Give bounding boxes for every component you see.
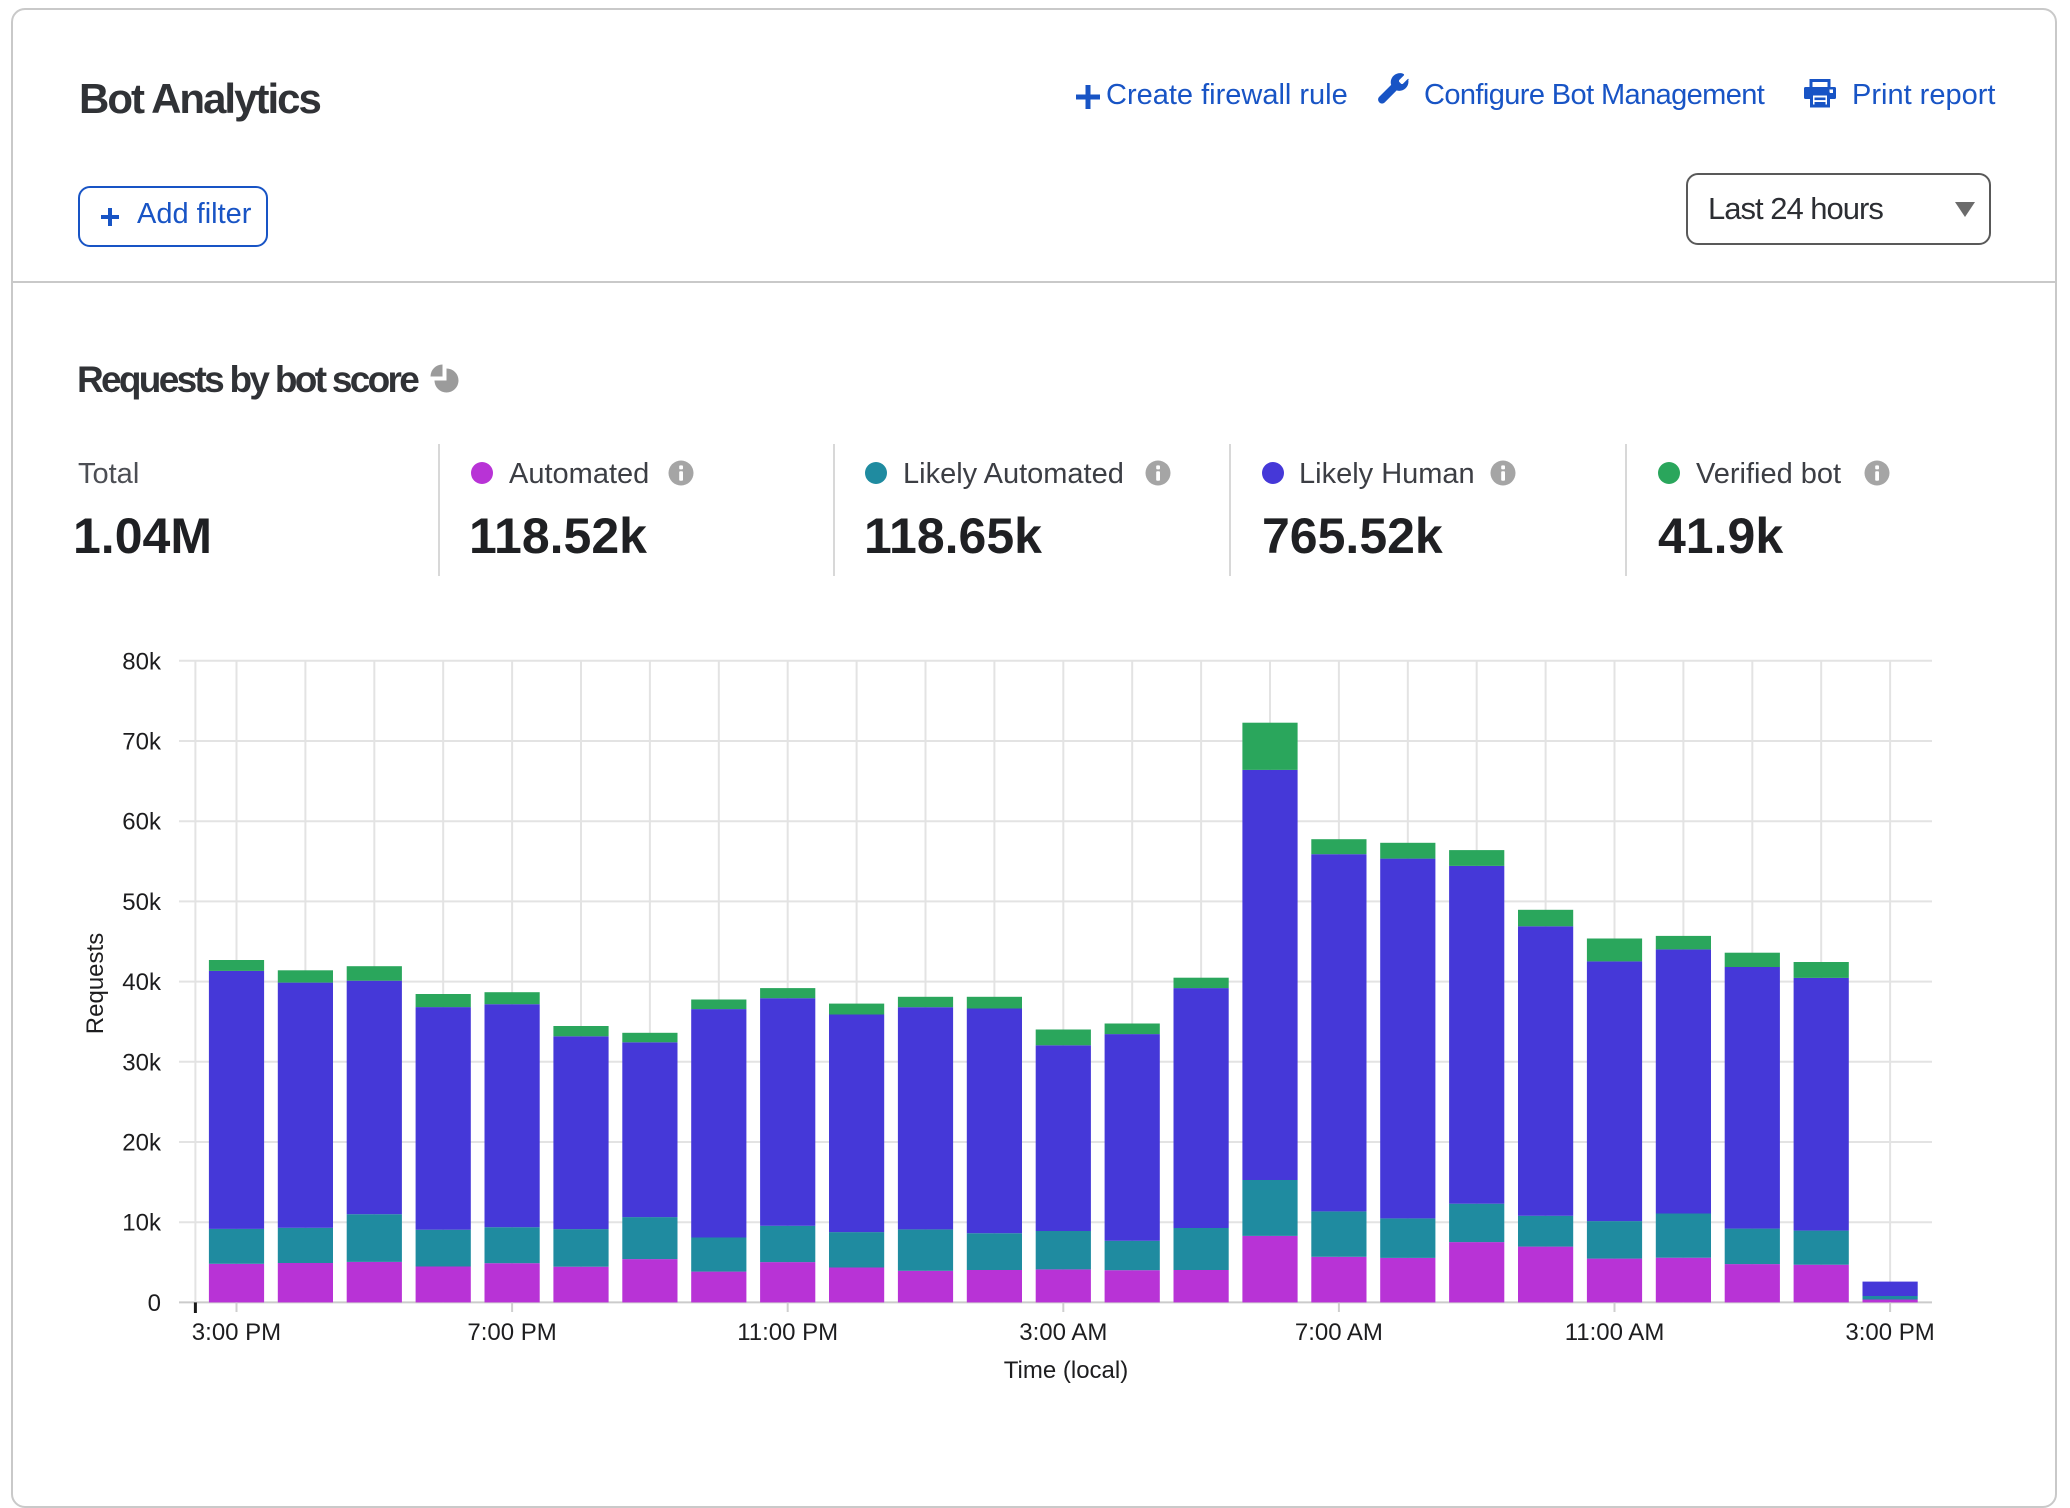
svg-text:0: 0 [148, 1290, 161, 1317]
svg-text:3:00 AM: 3:00 AM [1019, 1319, 1107, 1346]
svg-text:70k: 70k [122, 729, 162, 756]
svg-text:11:00 PM: 11:00 PM [737, 1319, 838, 1346]
svg-text:7:00 PM: 7:00 PM [467, 1319, 556, 1346]
svg-text:Time (local): Time (local) [1004, 1357, 1128, 1384]
svg-text:10k: 10k [122, 1210, 162, 1237]
svg-text:7:00 AM: 7:00 AM [1295, 1319, 1383, 1346]
svg-text:80k: 80k [122, 648, 162, 675]
svg-text:60k: 60k [122, 809, 162, 836]
svg-text:3:00 PM: 3:00 PM [1845, 1319, 1934, 1346]
svg-text:11:00 AM: 11:00 AM [1565, 1319, 1665, 1346]
svg-text:30k: 30k [122, 1049, 162, 1076]
svg-text:50k: 50k [122, 889, 162, 916]
svg-text:3:00 PM: 3:00 PM [192, 1319, 281, 1346]
svg-text:20k: 20k [122, 1130, 162, 1157]
svg-text:40k: 40k [122, 969, 162, 996]
svg-text:Requests: Requests [82, 933, 109, 1034]
